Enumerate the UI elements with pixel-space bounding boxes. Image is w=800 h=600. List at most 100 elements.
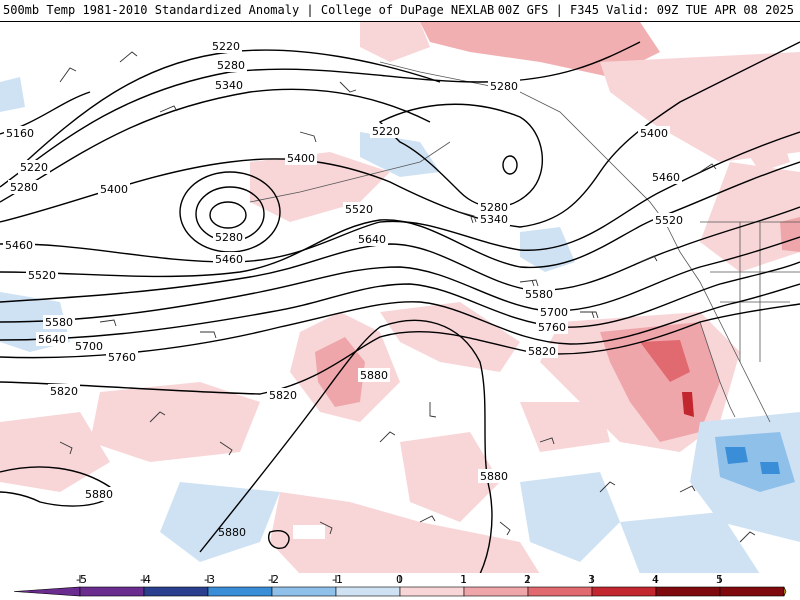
contour-label: 5640 [38, 333, 66, 346]
wind-barb [599, 481, 616, 493]
contour-label: 5280 [490, 80, 518, 93]
colorbar-svg: -5 -4 -3 -2 -1 0 1 2 3 4 5 [13, 573, 787, 597]
contour-label: 5880 [480, 470, 508, 483]
contour-label: 5340 [480, 213, 508, 226]
colorbar-tick-label: 2 [524, 573, 531, 586]
label-bg [4, 126, 36, 140]
wind-barb [459, 211, 477, 224]
wind-barb [379, 431, 396, 443]
model-run-info: 00Z GFS | F345 Valid: 09Z TUE APR 08 202… [497, 3, 794, 17]
positive-anomaly-region [90, 382, 260, 462]
label-bg [478, 201, 510, 215]
contour-label: 5280 [215, 231, 243, 244]
positive-anomaly-region [420, 22, 660, 77]
label-bg [650, 170, 682, 184]
us-borders [700, 221, 800, 362]
contour-label: 5520 [28, 269, 56, 282]
contour-5580 [0, 206, 800, 303]
wind-barb [99, 319, 117, 327]
colorbar-tick-label: -5 [76, 573, 87, 586]
contour-label: 5400 [640, 127, 668, 140]
label-bg [83, 487, 115, 501]
colorbar-ticks: -5 -4 -3 -2 -1 0 1 2 3 4 5 [76, 573, 723, 586]
contour-labels: 5160 5220 5280 5340 5220 5280 5400 5280 … [3, 39, 685, 539]
positive-anomaly-region [682, 392, 694, 417]
label-bg [73, 339, 105, 353]
wind-barb [200, 331, 217, 339]
label-bg [213, 78, 245, 92]
contour-label: 5220 [372, 125, 400, 138]
contour-label: 5580 [525, 288, 553, 301]
map-title: 500mb Temp 1981-2010 Standardized Anomal… [3, 3, 495, 17]
positive-anomaly-region [640, 340, 690, 382]
contour-label: 5580 [45, 316, 73, 329]
colorbar-segment [527, 586, 593, 597]
colorbar-segment [399, 586, 465, 597]
label-bg [48, 384, 80, 398]
contour-label: 5880 [85, 488, 113, 501]
label-bg [478, 212, 510, 226]
positive-anomaly-region [600, 52, 800, 162]
positive-anomaly-region [0, 412, 110, 492]
wind-barb [639, 255, 658, 263]
colorbar-segment [271, 586, 337, 597]
wind-barb [429, 402, 437, 418]
contour-label: 5280 [217, 59, 245, 72]
colorbar-segment [143, 586, 209, 597]
wind-barb [159, 105, 178, 113]
north-america-west-coast [664, 221, 771, 423]
colorbar-segment [335, 586, 401, 597]
colorbar-tick-label: 4 [652, 573, 659, 586]
positive-anomaly-region [380, 302, 520, 372]
contour-5760 [0, 283, 800, 359]
wind-barb [219, 441, 233, 456]
wind-barb [339, 81, 357, 93]
contour-label: 5460 [215, 253, 243, 266]
contour-5280-a [0, 41, 641, 188]
label-bg [356, 232, 388, 246]
colorbar-tick-label: -1 [332, 573, 343, 586]
contour-5880-b [199, 319, 493, 574]
low-center-contour [502, 155, 518, 175]
label-bg [370, 124, 402, 138]
alaska-coast [379, 61, 666, 223]
contour-label: 5760 [538, 321, 566, 334]
contour-label: 5460 [5, 239, 33, 252]
label-bg [18, 160, 50, 174]
contour-5820 [0, 303, 800, 395]
positive-anomaly-region [780, 217, 800, 252]
contour-label: 5880 [218, 526, 246, 539]
contour-label: 5280 [10, 181, 38, 194]
map-header: 500mb Temp 1981-2010 Standardized Anomal… [0, 0, 800, 21]
wind-barb [739, 531, 756, 543]
contour-label: 5280 [480, 201, 508, 214]
wind-barb [319, 521, 333, 535]
negative-anomaly-region [620, 512, 760, 574]
label-bg [526, 344, 558, 358]
contour-label: 5820 [269, 389, 297, 402]
negative-anomaly-region [160, 482, 280, 562]
negative-anomaly-region [360, 132, 440, 177]
label-bg [213, 252, 245, 266]
contour-label: 5400 [100, 183, 128, 196]
positive-anomaly-region [400, 432, 500, 522]
label-bg [213, 230, 245, 244]
contour-label: 5820 [50, 385, 78, 398]
colorbar-tick-label: -4 [140, 573, 151, 586]
wind-barb [419, 515, 436, 523]
contour-5880-c [268, 530, 290, 549]
label-bg [26, 268, 58, 282]
label-bg [638, 126, 670, 140]
anomaly-shading [0, 22, 800, 574]
negative-anomaly-region [760, 462, 780, 474]
contour-label: 5880 [360, 369, 388, 382]
contour-5460 [0, 131, 800, 263]
wind-barb [539, 437, 555, 445]
wind-barb [119, 51, 138, 63]
colorbar-tick-label: 0 [396, 573, 403, 586]
low-center-contour [209, 201, 247, 229]
label-bg [215, 58, 247, 72]
contour-5220-b [378, 103, 544, 208]
colorbar-tick-label: 1 [460, 573, 467, 586]
label-bg [293, 525, 325, 539]
